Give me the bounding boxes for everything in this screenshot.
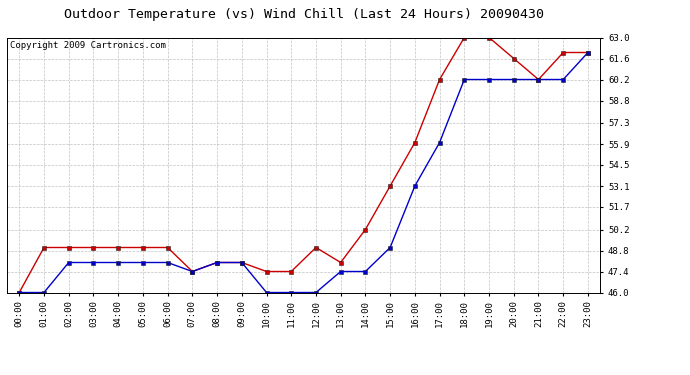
Text: Copyright 2009 Cartronics.com: Copyright 2009 Cartronics.com — [10, 41, 166, 50]
Text: Outdoor Temperature (vs) Wind Chill (Last 24 Hours) 20090430: Outdoor Temperature (vs) Wind Chill (Las… — [63, 8, 544, 21]
